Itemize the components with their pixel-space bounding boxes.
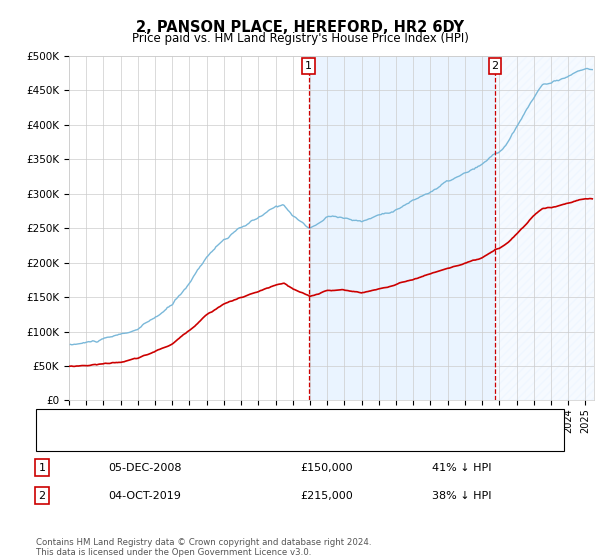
Text: 04-OCT-2019: 04-OCT-2019 xyxy=(108,491,181,501)
Text: 05-DEC-2008: 05-DEC-2008 xyxy=(108,463,182,473)
Text: £150,000: £150,000 xyxy=(300,463,353,473)
Bar xyxy=(495,56,600,400)
Bar xyxy=(308,56,495,400)
Text: 41% ↓ HPI: 41% ↓ HPI xyxy=(432,463,491,473)
Text: Price paid vs. HM Land Registry's House Price Index (HPI): Price paid vs. HM Land Registry's House … xyxy=(131,32,469,45)
Text: 1: 1 xyxy=(38,463,46,473)
Text: Contains HM Land Registry data © Crown copyright and database right 2024.
This d: Contains HM Land Registry data © Crown c… xyxy=(36,538,371,557)
Text: HPI: Average price, detached house, Herefordshire: HPI: Average price, detached house, Here… xyxy=(93,434,357,444)
Text: 1: 1 xyxy=(305,61,312,71)
Text: 38% ↓ HPI: 38% ↓ HPI xyxy=(432,491,491,501)
Text: £215,000: £215,000 xyxy=(300,491,353,501)
Text: 2, PANSON PLACE, HEREFORD, HR2 6DY (detached house): 2, PANSON PLACE, HEREFORD, HR2 6DY (deta… xyxy=(93,416,396,426)
Text: 2, PANSON PLACE, HEREFORD, HR2 6DY: 2, PANSON PLACE, HEREFORD, HR2 6DY xyxy=(136,20,464,35)
Text: 2: 2 xyxy=(491,61,499,71)
Text: 2: 2 xyxy=(38,491,46,501)
